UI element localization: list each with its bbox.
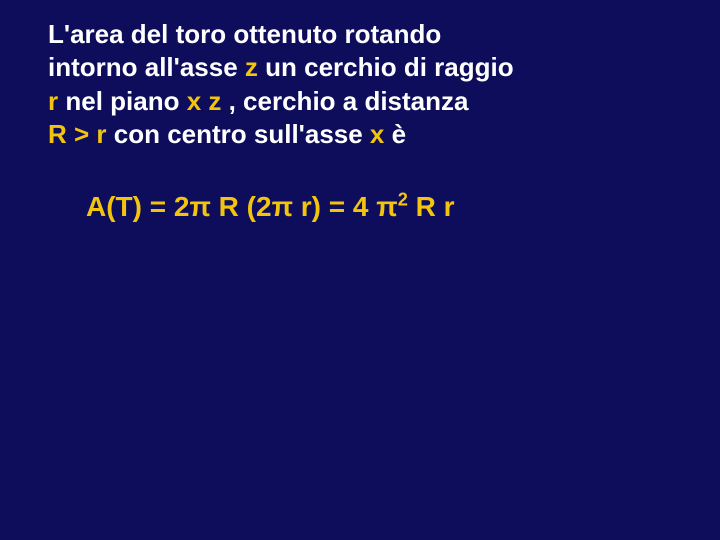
axis-x: x xyxy=(370,119,384,149)
line4-d: è xyxy=(384,119,406,149)
line1: L'area del toro ottenuto rotando xyxy=(48,19,441,49)
condition-R-gt-r: R > r xyxy=(48,119,107,149)
radius-r: r xyxy=(48,86,58,116)
line2-a: intorno all'asse xyxy=(48,52,245,82)
theorem-statement: L'area del toro ottenuto rotando intorno… xyxy=(48,18,720,151)
formula-part1: A(T) = 2π R (2π r) = 4 π xyxy=(86,191,398,222)
line3-d: , cerchio a distanza xyxy=(221,86,468,116)
plane-xz: x z xyxy=(187,86,222,116)
formula-part3: R r xyxy=(408,191,455,222)
line3-b: nel piano xyxy=(58,86,187,116)
area-formula: A(T) = 2π R (2π r) = 4 π2 R r xyxy=(86,191,720,223)
axis-z: z xyxy=(245,52,258,82)
line4-b: con centro sull'asse xyxy=(107,119,370,149)
line2-c: un cerchio di raggio xyxy=(258,52,514,82)
formula-exponent: 2 xyxy=(398,190,408,210)
